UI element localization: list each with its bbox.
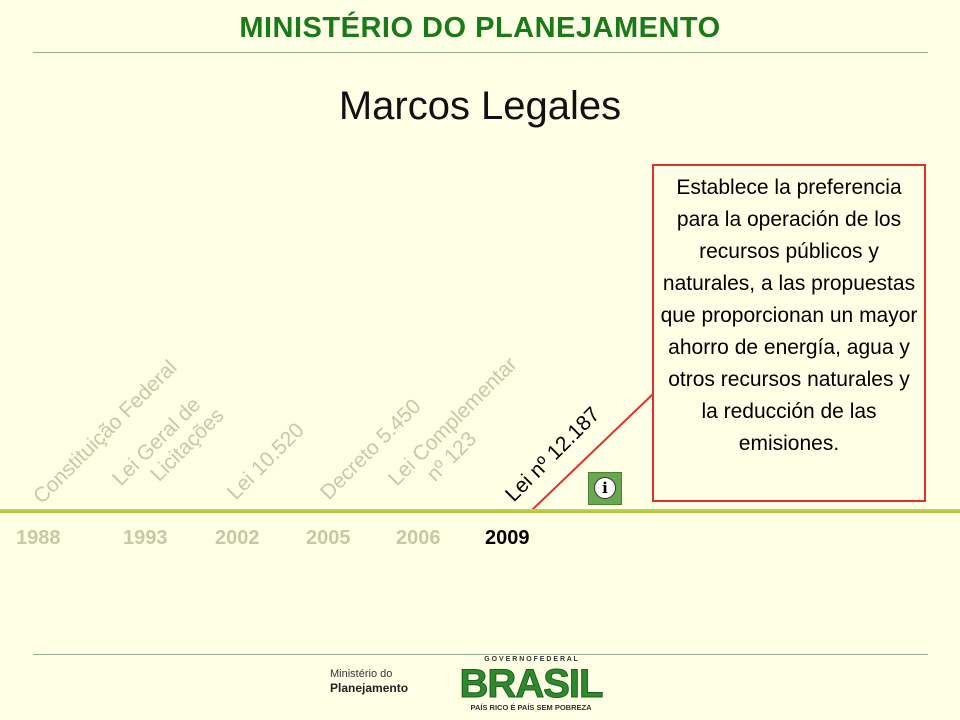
year-1993: 1993: [123, 527, 168, 549]
ministerio-logo-line2: Planejamento: [330, 681, 409, 695]
info-icon-button[interactable]: i: [588, 472, 622, 505]
connector-line: [531, 392, 655, 511]
year-2005: 2005: [306, 527, 351, 549]
gov-federal-text: G O V E R N O F E D E R A L: [484, 656, 578, 663]
brasil-wordmark: BRASIL: [460, 662, 603, 706]
governo-federal-brasil-logo: G O V E R N O F E D E R A L BRASIL PAÍS …: [440, 656, 622, 712]
slide-title: Marcos Legales: [338, 84, 622, 128]
year-1988: 1988: [16, 527, 61, 549]
timeline-bar: [0, 509, 960, 513]
info-box: Establece la preferencia para la operaci…: [652, 164, 926, 502]
header-title: MINISTÉRIO DO PLANEJAMENTO: [239, 12, 721, 44]
slogan-text: PAÍS RICO É PAÍS SEM POBREZA: [471, 703, 593, 712]
info-icon: i: [594, 477, 616, 499]
year-2006: 2006: [396, 527, 441, 549]
year-2009: 2009: [485, 527, 530, 549]
footer-divider: [33, 654, 928, 655]
ministerio-logo: Ministério do Planejamento: [330, 667, 420, 703]
ministerio-logo-line1: Ministério do: [330, 668, 393, 680]
header-divider: [33, 52, 928, 53]
year-2002: 2002: [215, 527, 260, 549]
